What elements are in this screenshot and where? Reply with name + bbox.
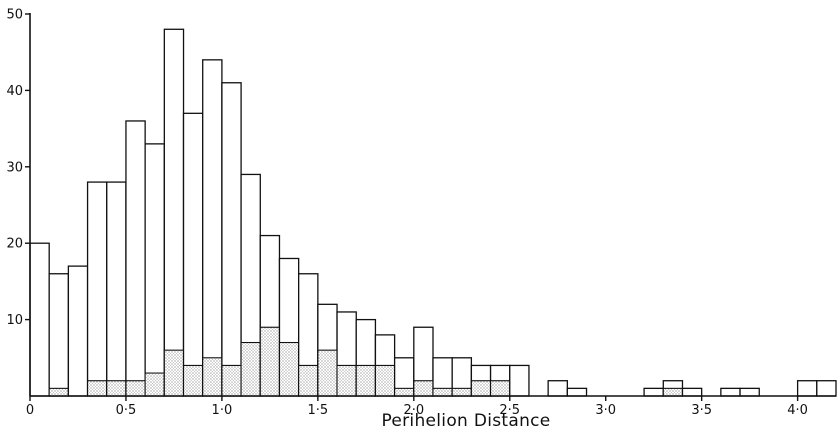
x-tick-label-4: 2·0 [403, 403, 424, 418]
y-tick-label-3: 40 [6, 84, 23, 99]
bar-total-27 [547, 380, 568, 397]
bar-total-7 [163, 28, 185, 397]
bar-stippled-3 [87, 380, 108, 397]
bar-total-28 [566, 387, 588, 397]
x-tick-label-8: 4·0 [787, 403, 808, 418]
bar-total-40 [796, 380, 818, 397]
bar-stippled-33 [662, 387, 684, 397]
bars-group [29, 28, 837, 397]
tick-labels-group: 10 20 30 40 50 0 0·5 1·0 1·5 2·0 2·5 3·0 3·5 4·0 [6, 8, 808, 419]
bar-stippled-22 [451, 387, 472, 397]
bar-stippled-16 [336, 364, 357, 397]
bar-total-32 [643, 387, 664, 397]
bar-stippled-11 [240, 341, 261, 397]
bar-total-0 [29, 242, 50, 397]
bar-stippled-13 [278, 341, 300, 397]
bar-total-5 [125, 120, 146, 397]
x-tick-label-5: 2·5 [499, 403, 520, 418]
x-tick-label-6: 3·0 [595, 403, 616, 418]
bar-total-4 [106, 181, 127, 397]
bar-stippled-18 [374, 364, 396, 397]
bar-total-3 [86, 181, 108, 397]
bar-stippled-12 [259, 326, 281, 397]
bar-stippled-1 [48, 387, 69, 397]
bar-total-34 [681, 387, 703, 397]
y-tick-label-2: 30 [6, 160, 23, 175]
bar-total-6 [144, 143, 165, 397]
bar-stippled-8 [182, 364, 204, 397]
y-tick-label-1: 20 [6, 237, 23, 252]
bar-total-8 [182, 112, 204, 397]
bar-stippled-15 [317, 349, 338, 397]
bar-stippled-9 [202, 357, 223, 397]
bar-stippled-14 [298, 364, 319, 397]
bar-stippled-23 [470, 380, 492, 397]
axes-group [25, 13, 836, 401]
bar-total-25 [509, 364, 530, 397]
bar-stippled-24 [490, 380, 511, 397]
bar-total-37 [739, 387, 760, 397]
bar-total-41 [816, 380, 837, 397]
bar-total-36 [720, 387, 741, 397]
bar-stippled-5 [125, 380, 146, 397]
bar-stippled-7 [163, 349, 185, 397]
bar-stippled-4 [106, 380, 127, 397]
x-tick-label-0: 0 [26, 403, 34, 418]
bar-total-9 [202, 59, 223, 397]
bar-stippled-6 [144, 372, 165, 397]
x-tick-label-2: 1·0 [212, 403, 233, 418]
bar-total-10 [221, 82, 242, 397]
bar-total-1 [48, 273, 70, 397]
y-tick-label-0: 10 [6, 313, 23, 328]
bar-stippled-17 [355, 364, 376, 397]
bar-stippled-21 [432, 387, 453, 397]
bar-total-2 [67, 265, 89, 397]
bar-stippled-20 [413, 380, 434, 397]
x-axis-title: Perihelion Distance [381, 411, 550, 431]
x-tick-label-1: 0·5 [116, 403, 137, 418]
x-tick-label-7: 3·5 [691, 403, 712, 418]
x-tick-label-3: 1·5 [308, 403, 329, 418]
bar-stippled-10 [221, 364, 242, 397]
y-tick-label-4: 50 [6, 8, 23, 23]
bar-stippled-19 [394, 387, 415, 397]
